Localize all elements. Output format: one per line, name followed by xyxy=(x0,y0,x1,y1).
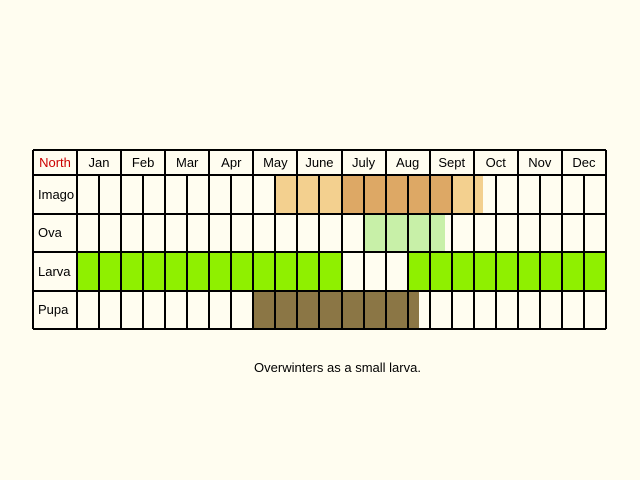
grid-line xyxy=(274,175,277,329)
grid-line xyxy=(164,150,167,329)
grid-line xyxy=(142,175,145,329)
ova-period-bar xyxy=(363,214,446,252)
grid-line xyxy=(208,150,211,329)
grid-line xyxy=(362,175,365,329)
grid-line xyxy=(230,175,233,329)
month-label: June xyxy=(305,155,334,170)
month-label: Sept xyxy=(438,155,466,170)
grid-line xyxy=(516,150,519,329)
grid-line xyxy=(186,175,189,329)
grid-line xyxy=(560,150,563,329)
grid-line xyxy=(33,328,606,330)
grid-line xyxy=(605,150,607,329)
grid-line xyxy=(538,175,541,329)
grid-line xyxy=(384,150,387,329)
larva-period-bar xyxy=(407,253,606,291)
month-label: Aug xyxy=(396,155,420,170)
month-label: Jan xyxy=(88,155,110,170)
region-label: North xyxy=(39,155,71,170)
grid-line xyxy=(318,175,321,329)
grid-line xyxy=(76,150,78,329)
grid-line xyxy=(32,150,34,329)
stage-label: Imago xyxy=(38,186,75,202)
stage-label: Larva xyxy=(38,263,71,279)
grid-line xyxy=(472,150,475,329)
stage-label: Ova xyxy=(38,225,62,241)
grid-line xyxy=(33,149,606,151)
grid-line xyxy=(252,150,255,329)
imago-period-bar xyxy=(341,176,452,214)
grid-line xyxy=(406,175,409,329)
month-label: Feb xyxy=(131,155,155,170)
month-label: Apr xyxy=(221,155,242,170)
grid-line xyxy=(296,150,299,329)
phenology-chart: North Jan Feb Mar Apr May June July Aug Sept Oct N… xyxy=(32,149,607,330)
grid-line xyxy=(98,175,101,329)
pupa-period-bar xyxy=(253,291,419,329)
month-label: Dec xyxy=(572,155,596,170)
grid-line xyxy=(428,150,431,329)
grid-line xyxy=(120,150,123,329)
grid-line xyxy=(340,150,343,329)
stage-label: Pupa xyxy=(38,302,69,318)
grid-line xyxy=(494,175,497,329)
month-label: Oct xyxy=(485,155,506,170)
grid-line xyxy=(450,175,453,329)
month-label: Mar xyxy=(176,155,199,170)
grid-line xyxy=(582,175,585,329)
month-label: Nov xyxy=(528,155,552,170)
month-label: July xyxy=(351,155,376,170)
overwinter-note: Overwinters as a small larva. xyxy=(254,360,421,375)
month-label: May xyxy=(263,155,288,170)
